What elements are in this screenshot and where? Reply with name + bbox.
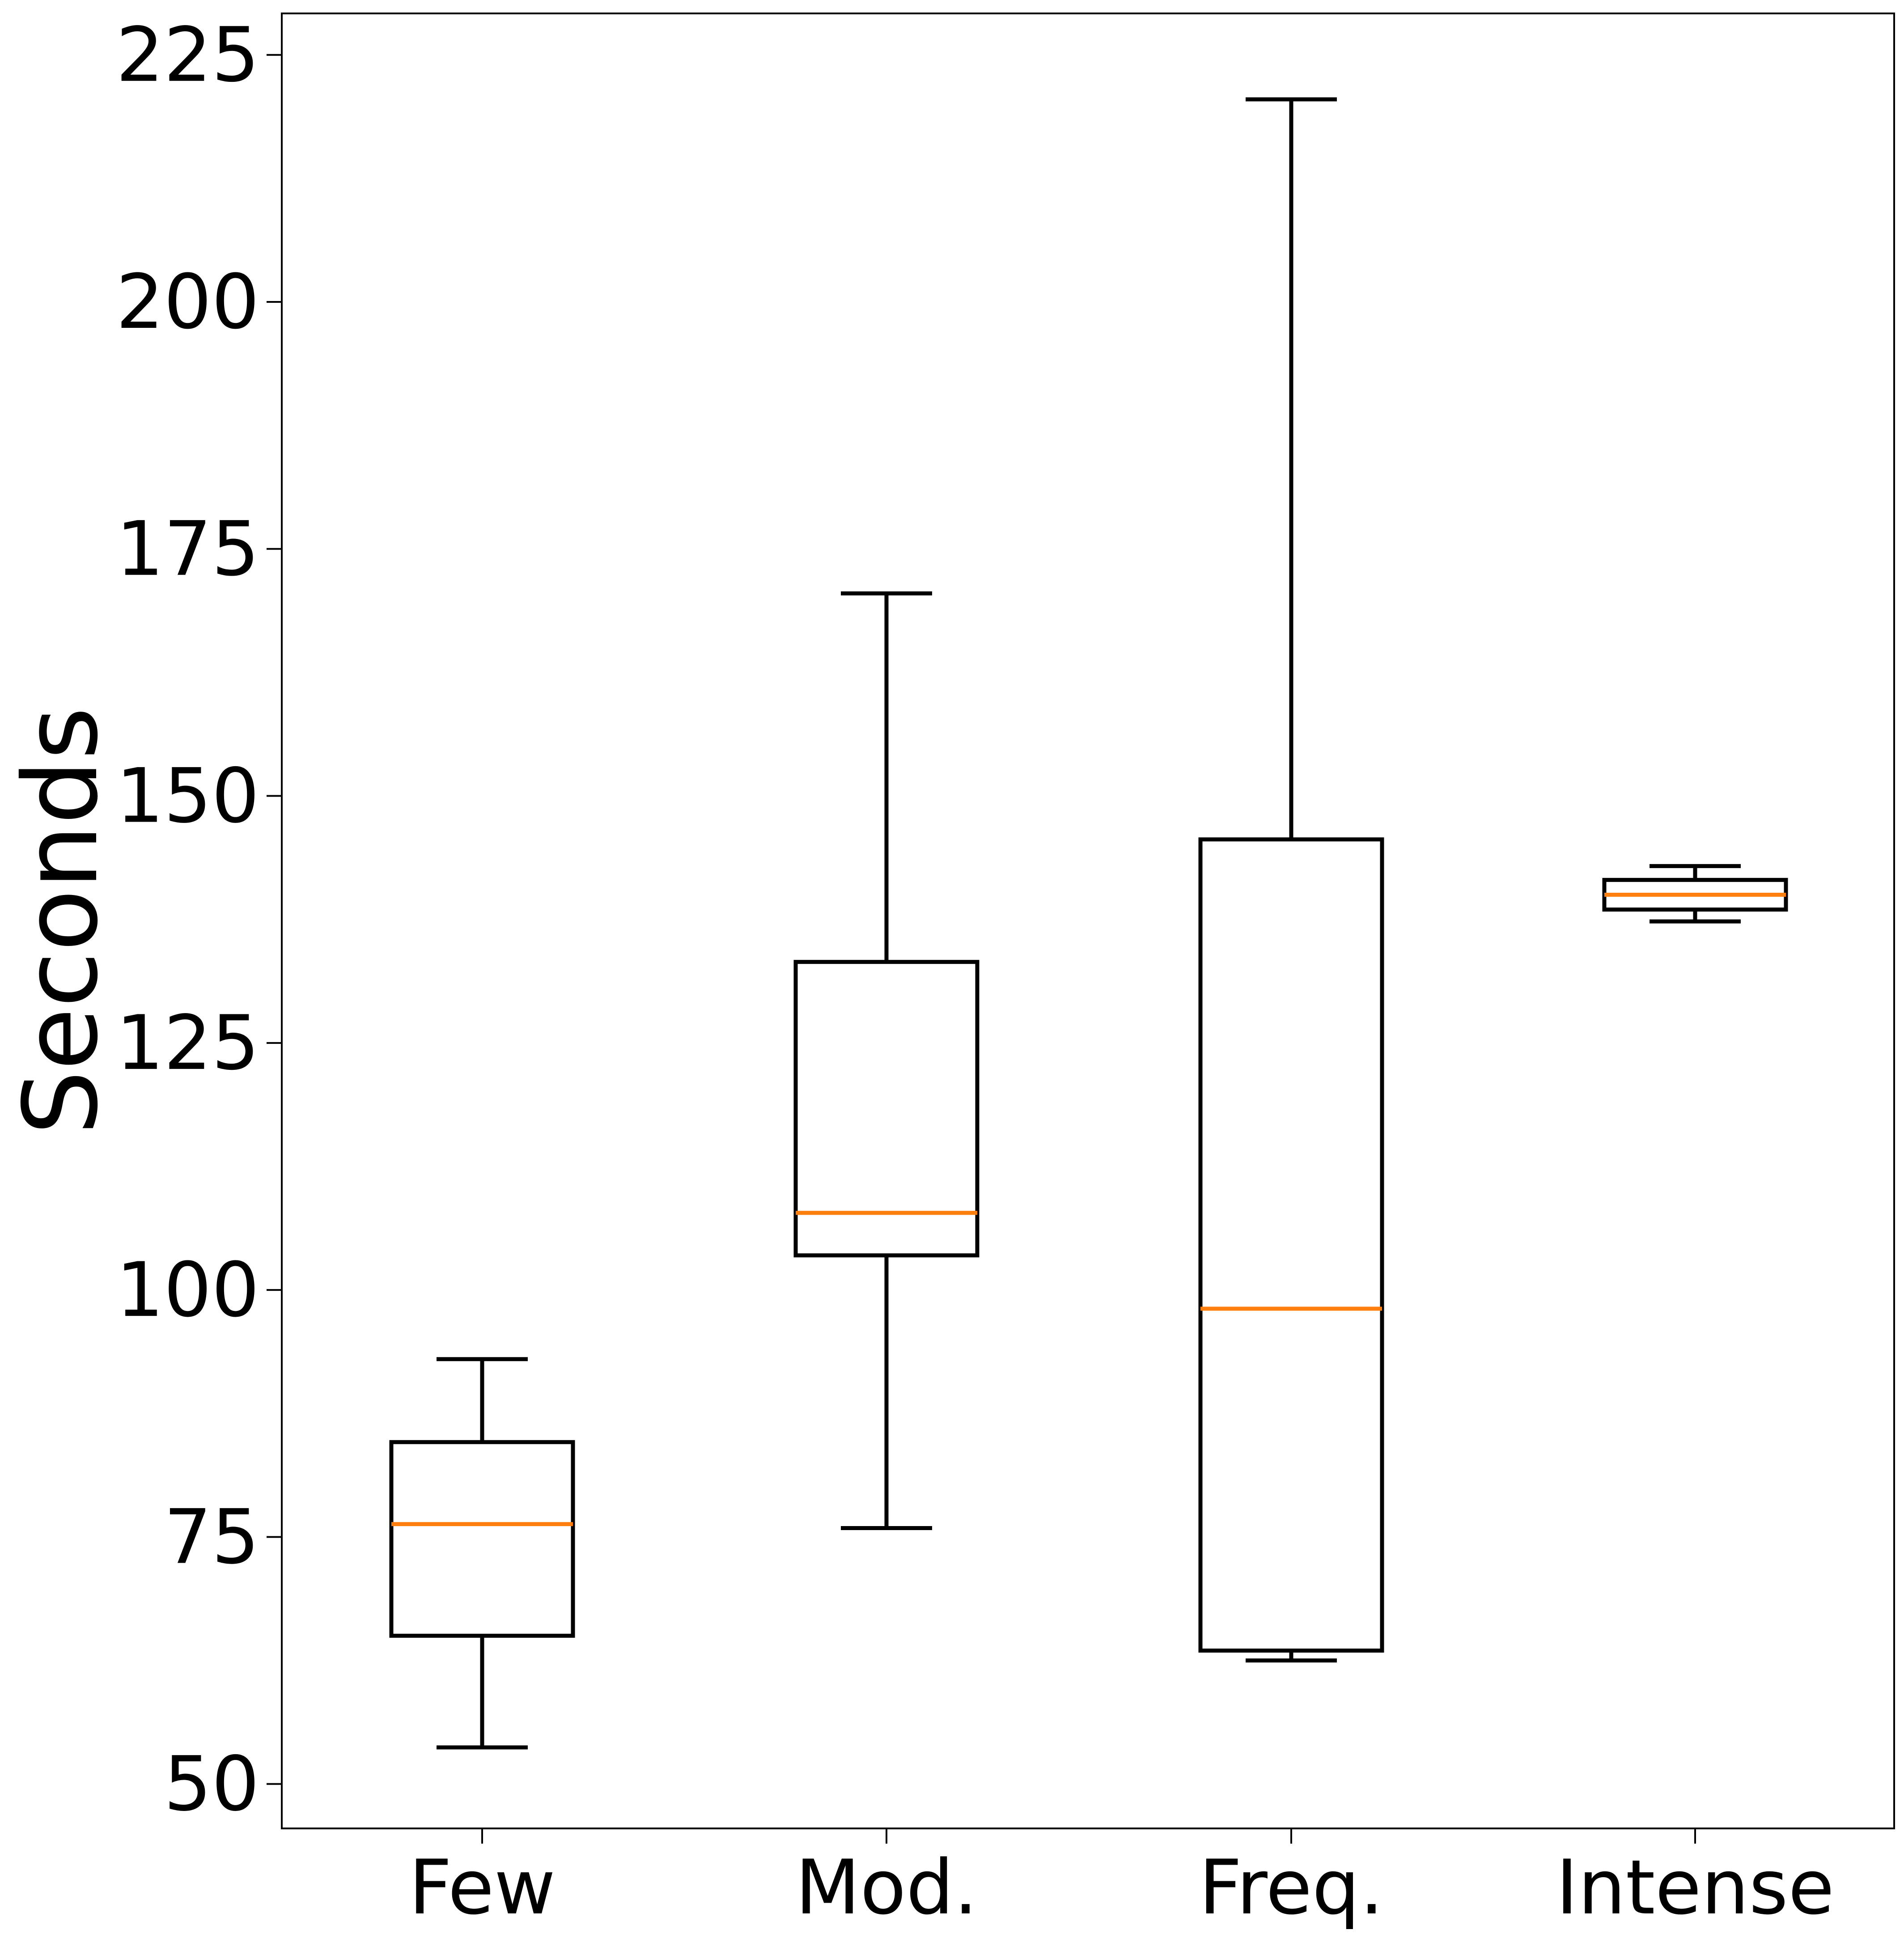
plot-area-frame — [281, 13, 1895, 1829]
box-mod — [793, 591, 980, 1530]
x-tick-label: Few — [409, 1844, 556, 1931]
x-tick-label: Intense — [1556, 1844, 1835, 1931]
y-tick-label: 100 — [116, 1246, 259, 1334]
y-tick-label: 75 — [164, 1493, 259, 1581]
box-series — [389, 97, 1788, 1750]
x-axis: Few Mod. Freq. Intense — [409, 1828, 1834, 1931]
y-tick-label: 200 — [116, 258, 259, 346]
interquartile-box — [1198, 837, 1384, 1653]
interquartile-box — [389, 1440, 575, 1638]
y-tick-label: 225 — [116, 11, 259, 99]
y-tick-label: 125 — [116, 999, 259, 1087]
y-tick-label: 150 — [116, 752, 259, 840]
x-tick-label: Mod. — [795, 1844, 978, 1931]
y-axis: 50 75 100 125 150 175 200 225 — [116, 11, 282, 1828]
interquartile-box — [793, 960, 980, 1258]
box-few — [389, 1357, 575, 1750]
y-tick-label: 50 — [164, 1740, 259, 1828]
y-tick-label: 175 — [116, 505, 259, 593]
y-axis-label: Seconds — [1, 707, 120, 1135]
x-tick-label: Freq. — [1199, 1844, 1383, 1931]
box-intense — [1602, 864, 1788, 924]
box-freq — [1198, 97, 1384, 1662]
